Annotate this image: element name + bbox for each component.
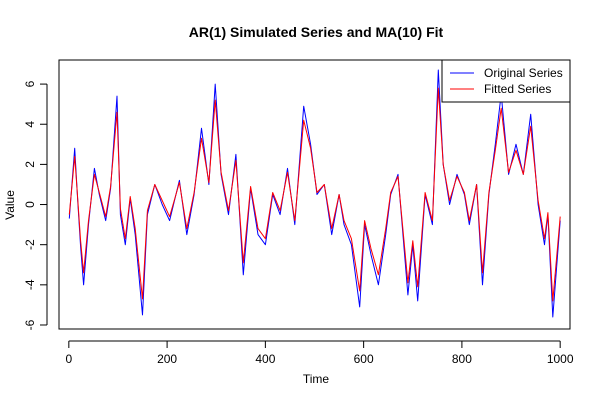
x-tick-label: 0 [65,352,72,366]
y-tick-label: 4 [23,121,37,128]
y-tick-label: 6 [23,80,37,87]
legend-label: Fitted Series [484,82,551,96]
series-layer [68,69,561,318]
legend: Original Series Fitted Series [441,59,571,103]
x-axis-label: Time [303,372,330,386]
legend-label: Original Series [484,66,563,80]
y-axis: -6 -4 -2 0 2 4 6 [23,80,48,330]
plot-frame [58,59,571,330]
x-tick-label: 600 [354,352,374,366]
fitted-series-line [68,87,561,302]
y-tick-label: 0 [23,201,37,208]
x-tick-label: 800 [452,352,472,366]
x-tick-label: 1000 [547,352,574,366]
x-tick-label: 400 [255,352,275,366]
y-tick-label: -4 [23,279,37,290]
y-axis-label: Value [3,190,17,220]
legend-box [441,59,571,103]
x-axis: 0 200 400 600 800 1000 [65,340,574,366]
chart-title: AR(1) Simulated Series and MA(10) Fit [189,24,444,40]
y-tick-label: 2 [23,161,37,168]
y-tick-label: -6 [23,319,37,330]
y-tick-label: -2 [23,239,37,250]
original-series-line [68,69,561,318]
x-tick-label: 200 [157,352,177,366]
